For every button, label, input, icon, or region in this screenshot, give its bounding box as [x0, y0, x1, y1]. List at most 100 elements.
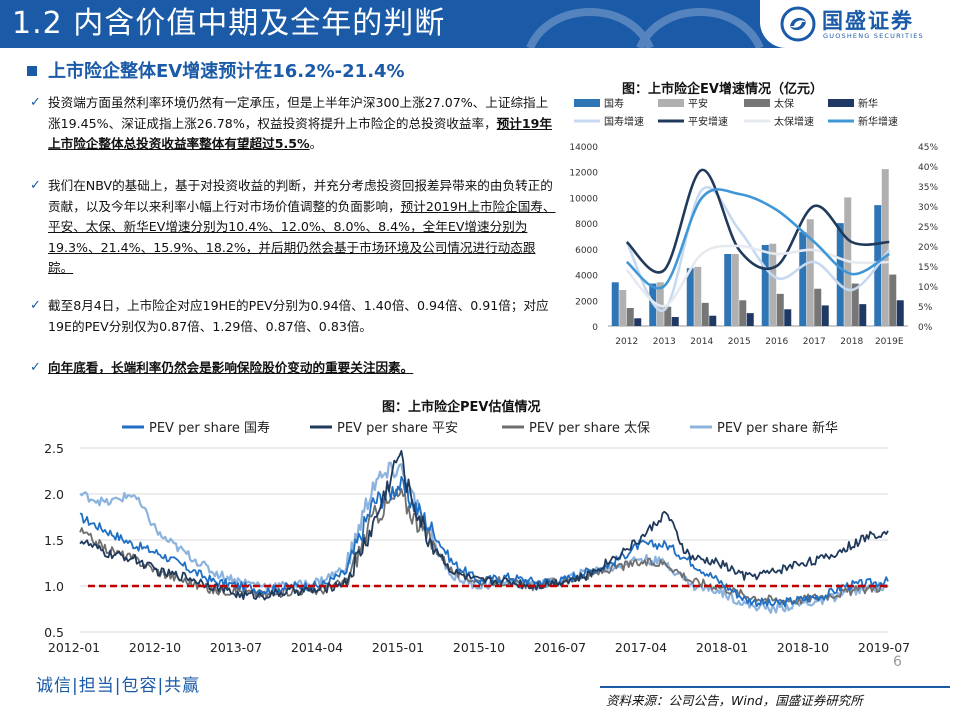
ev-chart-title: 图：上市险企EV增速情况（亿元）: [622, 82, 823, 97]
ev-bar: [656, 282, 664, 326]
pev-y-tick: 1.5: [44, 533, 64, 548]
ev-x-tick: 2018: [840, 337, 863, 347]
pev-y-tick: 1.0: [44, 579, 64, 594]
logo: 国盛证券 GUOSHENG SECURITIES: [760, 0, 960, 48]
ev-y-right-tick: 15%: [918, 263, 938, 273]
pev-series-line: [79, 461, 889, 614]
pev-x-tick: 2015-01: [372, 640, 424, 655]
ev-bar: [671, 317, 679, 326]
ev-bar: [709, 315, 717, 326]
pev-x-tick: 2012-01: [48, 640, 100, 655]
ev-growth-line: [625, 188, 890, 290]
header-watermark: [526, 8, 764, 48]
ev-growth-line: [625, 186, 891, 312]
ev-bar: [619, 290, 627, 326]
logo-english: GUOSHENG SECURITIES: [823, 32, 924, 40]
footer-source: 资料来源：公司公告，Wind，国盛证券研究所: [606, 693, 863, 708]
pev-x-tick: 2016-07: [534, 640, 586, 655]
ev-legend-label: 平安增速: [688, 115, 728, 128]
checkmark-icon: ✓: [30, 95, 41, 110]
ev-y-left-tick: 12000: [569, 169, 598, 179]
pev-x-tick: 2019-07: [858, 640, 910, 655]
ev-x-tick: 2017: [803, 337, 826, 347]
ev-bar: [889, 274, 897, 326]
ev-legend-swatch: [658, 99, 684, 107]
ev-x-tick: 2015: [728, 337, 751, 347]
pev-y-tick: 2.5: [44, 441, 64, 456]
ev-bar: [881, 169, 889, 326]
ev-legend-label: 国寿: [604, 97, 624, 110]
ev-bar: [724, 254, 732, 326]
ev-y-left-tick: 6000: [575, 246, 598, 256]
pev-valuation-chart: PEV per share 国寿 PEV per share 平安 PEV per …: [44, 420, 910, 655]
ev-bar: [851, 283, 859, 326]
footer-divider: [600, 686, 950, 688]
ev-y-left-axis: 0 2000 4000 6000 8000 10000 12000 14000: [569, 143, 598, 333]
pev-legend-label: PEV per share 平安: [337, 421, 458, 436]
ev-legend-label: 太保: [774, 97, 794, 110]
ev-legend-swatch: [744, 99, 770, 107]
ev-bar: [701, 302, 709, 326]
ev-y-right-tick: 35%: [918, 183, 938, 193]
ev-bar: [776, 293, 784, 326]
ev-legend-label: 太保增速: [774, 115, 814, 128]
ev-bar: [739, 300, 747, 326]
pev-y-tick: 2.0: [44, 487, 64, 502]
bullet-4: ✓ 向年底看，长端利率仍然会是影响保险股价变动的重要关注因素。: [30, 358, 556, 379]
ev-y-left-tick: 14000: [569, 143, 598, 153]
pev-chart-legend: PEV per share 国寿 PEV per share 平安 PEV per …: [122, 420, 838, 436]
ev-x-tick: 2016: [765, 337, 788, 347]
ev-y-right-tick: 40%: [918, 163, 938, 173]
checkmark-icon: ✓: [30, 360, 41, 375]
checkmark-icon: ✓: [30, 178, 41, 193]
bullet-4-text: 向年底看，长端利率仍然会是影响保险股价变动的重要关注因素。: [48, 360, 414, 375]
ev-bar: [821, 305, 829, 326]
header-bar: 1.2 内含价值中期及全年的判断 国盛证券 GUOSHENG SECURITIE…: [0, 0, 960, 48]
pev-y-tick: 0.5: [44, 625, 64, 640]
ev-legend-swatch: [574, 99, 600, 107]
ev-legend-label: 新华: [858, 97, 878, 110]
ev-bar: [664, 306, 672, 326]
ev-y-left-tick: 0: [592, 323, 598, 333]
ev-y-right-axis: 0% 5% 10% 15% 20% 25% 30% 35% 40% 45%: [918, 143, 938, 333]
ev-legend-swatch: [828, 99, 854, 107]
pev-lines: [79, 450, 889, 614]
pev-legend-label: PEV per share 新华: [717, 420, 838, 436]
pev-x-tick: 2013-07: [210, 640, 262, 655]
ev-bar: [731, 254, 739, 326]
ev-bar: [806, 219, 814, 326]
pev-legend-label: PEV per share 太保: [529, 421, 650, 436]
section-bullet-icon: [27, 66, 37, 76]
bullet-2: ✓ 我们在NBV的基础上，基于对投资收益的判断，并充分考虑投资回报差异带来的由负…: [30, 176, 556, 279]
guosheng-logo-icon: [780, 6, 816, 42]
ev-growth-line: [625, 168, 890, 274]
logo-name: 国盛证券: [822, 8, 914, 33]
pev-x-tick: 2015-10: [453, 640, 505, 655]
ev-bar: [836, 223, 844, 326]
ev-bar: [769, 243, 777, 326]
ev-y-right-tick: 0%: [918, 323, 933, 333]
bullet-1: ✓ 投资端方面虽然利率环境仍然有一定承压，但是上半年沪深300上涨27.07%、…: [30, 93, 556, 155]
ev-y-left-tick: 4000: [575, 272, 598, 282]
pev-legend-label: PEV per share 国寿: [149, 421, 270, 436]
ev-legend-label: 国寿增速: [604, 115, 644, 128]
pev-x-tick: 2017-04: [615, 640, 667, 655]
ev-growth-line: [625, 244, 890, 308]
ev-bar: [611, 282, 619, 326]
ev-legend-label: 平安: [688, 97, 708, 110]
pev-x-tick: 2018-01: [696, 640, 748, 655]
pev-x-tick: 2012-10: [129, 640, 181, 655]
ev-y-right-tick: 10%: [918, 283, 938, 293]
ev-bar: [694, 266, 702, 326]
ev-bar: [626, 308, 634, 326]
checkmark-icon: ✓: [30, 298, 41, 313]
ev-y-right-tick: 45%: [918, 143, 938, 153]
footer-motto: 诚信|担当|包容|共赢: [36, 676, 201, 696]
pev-chart-title: 图：上市险企PEV估值情况: [382, 400, 541, 415]
pev-x-tick: 2018-10: [777, 640, 829, 655]
bullet-1-emphasis: 预计19年上市险企整体总投资收益率整体有望超过5.5%: [48, 115, 552, 152]
bullet-3: ✓ 截至8月4日，上市险企对应19HE的PEV分别为0.94倍、1.40倍、0.…: [30, 296, 556, 337]
